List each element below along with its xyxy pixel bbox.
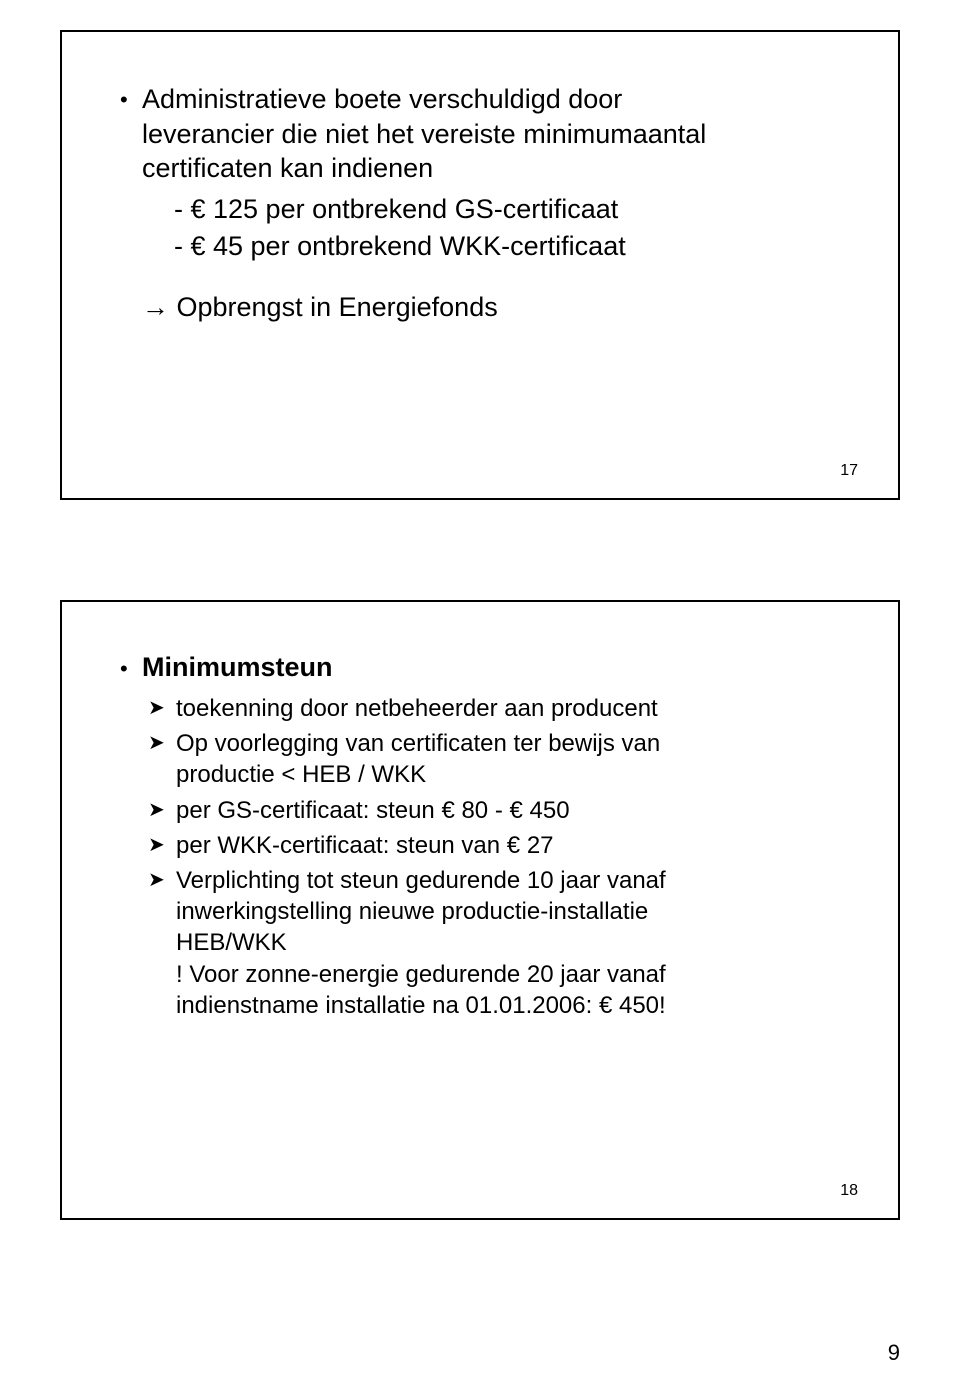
arrow-bullet-item: ➤ toekenning door netbeheerder aan produ…	[148, 693, 848, 724]
bullet-item: • Administratieve boete verschuldigd doo…	[120, 82, 848, 186]
bullet-text: toekenning door netbeheerder aan produce…	[176, 693, 848, 724]
bullet-text: Op voorlegging van certificaten ter bewi…	[176, 728, 848, 759]
text-line: leverancier die niet het vereiste minimu…	[142, 119, 706, 149]
slide-18: • Minimumsteun ➤ toekenning door netbehe…	[60, 600, 900, 1220]
arrow-bullet-item: ➤ Op voorlegging van certificaten ter be…	[148, 728, 848, 759]
document-page: • Administratieve boete verschuldigd doo…	[0, 0, 960, 1394]
sub-bullet: - € 45 per ontbrekend WKK-certificaat	[174, 229, 848, 264]
arrow-bullet-item: ➤ per GS-certificaat: steun € 80 - € 450	[148, 795, 848, 826]
bullet-dot-icon: •	[120, 82, 142, 114]
slide-number: 18	[840, 1182, 858, 1200]
arrow-result-line: → Opbrengst in Energiefonds	[142, 292, 848, 323]
bullet-continuation: productie < HEB / WKK	[176, 759, 848, 790]
bullet-text: per GS-certificaat: steun € 80 - € 450	[176, 795, 848, 826]
text-line: certificaten kan indienen	[142, 153, 433, 183]
slide-number: 17	[840, 462, 858, 480]
arrow-icon: ➤	[148, 865, 176, 893]
arrow-bullet-item: ➤ Verplichting tot steun gedurende 10 ja…	[148, 865, 848, 896]
arrow-icon: ➤	[148, 693, 176, 721]
slide-17: • Administratieve boete verschuldigd doo…	[60, 30, 900, 500]
bullet-text: Verplichting tot steun gedurende 10 jaar…	[176, 865, 848, 896]
bullet-text: Administratieve boete verschuldigd door …	[142, 82, 848, 186]
bullet-continuation: indienstname installatie na 01.01.2006: …	[176, 990, 848, 1021]
arrow-bullet-item: ➤ per WKK-certificaat: steun van € 27	[148, 830, 848, 861]
sub-bullet: - € 125 per ontbrekend GS-certificaat	[174, 192, 848, 227]
heading-text: Minimumsteun	[142, 652, 333, 683]
text-line: Administratieve boete verschuldigd door	[142, 84, 622, 114]
page-number: 9	[888, 1340, 900, 1366]
arrow-icon: ➤	[148, 795, 176, 823]
bullet-continuation: ! Voor zonne-energie gedurende 20 jaar v…	[176, 959, 848, 990]
bullet-dot-icon: •	[120, 652, 142, 682]
arrow-icon: ➤	[148, 728, 176, 756]
bullet-text: per WKK-certificaat: steun van € 27	[176, 830, 848, 861]
bullet-continuation: HEB/WKK	[176, 927, 848, 958]
bullet-continuation: inwerkingstelling nieuwe productie-insta…	[176, 896, 848, 927]
slide-heading: • Minimumsteun	[120, 652, 848, 683]
arrow-icon: ➤	[148, 830, 176, 858]
